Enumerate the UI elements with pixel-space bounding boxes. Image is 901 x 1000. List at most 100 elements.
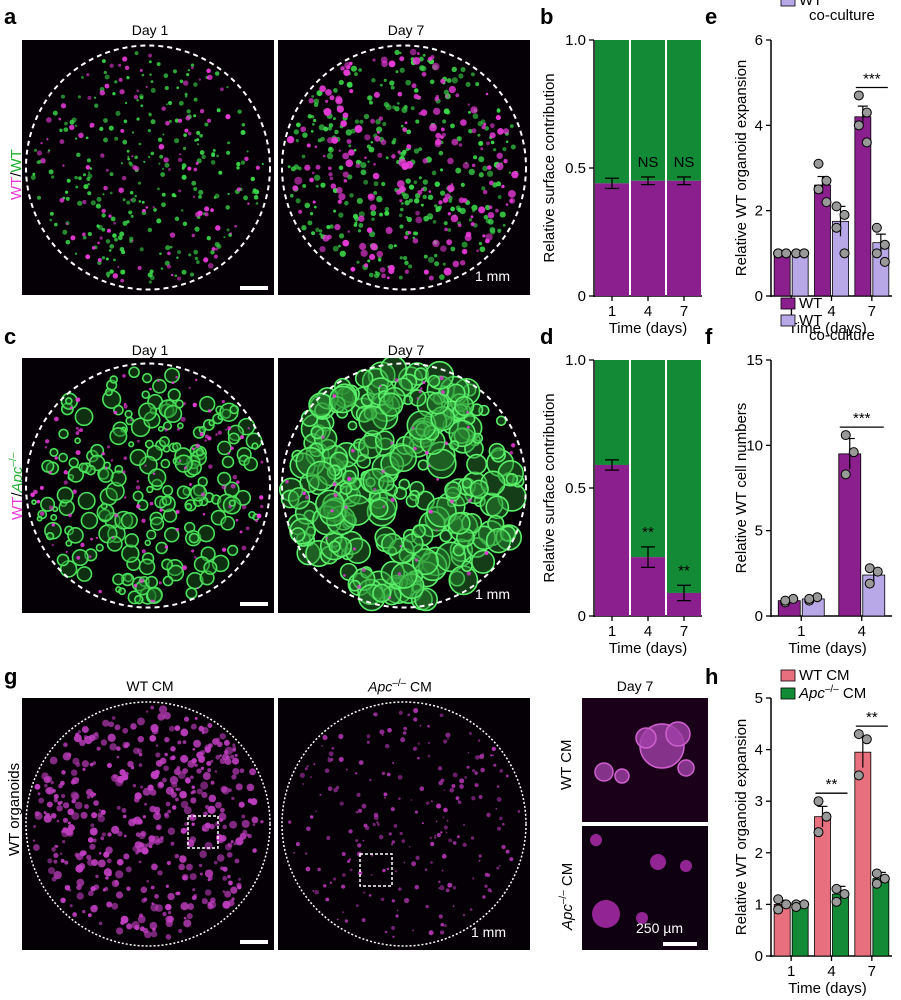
cell-dot: [435, 132, 442, 139]
data-point: [804, 595, 815, 606]
cell-dot: [236, 187, 241, 192]
cell-dot: [459, 784, 464, 789]
data-point: [781, 248, 792, 259]
cell-dot: [450, 206, 455, 212]
legend-label: WT CM: [799, 667, 850, 684]
cell-dot: [476, 249, 479, 253]
organoid: [120, 572, 135, 587]
cell-dot: [149, 805, 157, 813]
cell-dot: [92, 838, 97, 843]
cell-dot: [478, 859, 481, 862]
cell-dot: [174, 274, 178, 278]
cell-dot: [456, 835, 460, 839]
cell-dot: [106, 858, 112, 864]
cell-dot: [219, 733, 226, 740]
cell-dot: [161, 106, 166, 111]
cell-dot: [354, 72, 358, 76]
cell-dot: [200, 492, 205, 497]
cell-dot: [354, 119, 360, 124]
organoid: [100, 502, 108, 510]
cell-dot: [246, 150, 249, 153]
cell-dot: [440, 390, 445, 395]
legend-label: co-culture: [809, 7, 875, 24]
bar-bottom: [595, 183, 629, 296]
cell-dot: [338, 193, 346, 201]
organoid: [310, 425, 324, 440]
cell-dot: [226, 755, 230, 760]
cell-dot: [141, 549, 146, 554]
organoid: [104, 387, 113, 397]
organoid: [50, 513, 58, 521]
cell-dot: [249, 768, 257, 776]
cell-dot: [165, 103, 169, 106]
cell-dot: [478, 156, 485, 163]
cell-dot: [188, 253, 192, 257]
bar-bottom: [631, 557, 665, 616]
organoid: [487, 514, 505, 533]
cell-dot: [114, 724, 121, 731]
data-point: [871, 868, 882, 879]
cell-dot: [126, 220, 130, 224]
cell-dot: [474, 783, 479, 788]
y-axis-label: Relative surface contribution: [541, 393, 558, 582]
cell-dot: [106, 901, 113, 908]
cell-dot: [471, 769, 475, 773]
cell-dot: [501, 184, 505, 189]
data-point: [840, 430, 851, 441]
x-axis-label: Time (days): [609, 320, 688, 337]
cell-dot: [229, 820, 238, 829]
g-apccm-image: 1 mm: [278, 698, 530, 950]
organoid: [505, 472, 519, 486]
cell-dot: [419, 724, 422, 727]
cell-dot: [219, 757, 227, 765]
cell-dot: [210, 208, 214, 212]
cell-dot: [354, 125, 363, 133]
cell-dot: [223, 236, 226, 239]
cell-dot: [434, 834, 436, 837]
cell-dot: [126, 149, 130, 153]
cell-dot: [52, 788, 56, 793]
cell-dot: [411, 861, 417, 867]
cell-dot: [376, 126, 383, 133]
cell-dot: [307, 220, 313, 226]
cell-dot: [247, 202, 250, 205]
cell-dot: [450, 214, 459, 223]
cell-dot: [206, 236, 211, 241]
cell-dot: [370, 118, 376, 124]
cell-dot: [443, 924, 447, 928]
cell-dot: [488, 205, 493, 210]
cell-dot: [165, 245, 171, 251]
g-apc-text: Apc: [368, 678, 393, 695]
organoid: [58, 428, 69, 440]
data-point: [791, 248, 802, 259]
cell-dot: [373, 815, 379, 821]
organoid: [365, 477, 376, 488]
organoid: [36, 515, 43, 522]
cell-dot: [163, 765, 169, 772]
cell-dot: [186, 109, 191, 114]
cell-dot: [106, 228, 111, 233]
cell-dot: [451, 138, 459, 146]
x-tick-label: 4: [644, 623, 652, 640]
cell-dot: [49, 756, 58, 765]
cell-dot: [196, 586, 199, 590]
cell-dot: [225, 428, 228, 431]
cell-dot: [78, 176, 82, 181]
cell-dot: [168, 168, 171, 171]
organoid: [426, 441, 456, 471]
cell-dot: [187, 131, 192, 136]
g-inset-scale-bar: [663, 942, 697, 946]
cell-dot: [114, 880, 120, 886]
cell-dot: [238, 801, 245, 808]
cell-dot: [193, 97, 198, 102]
organoid: [447, 511, 471, 535]
cell-dot: [233, 842, 237, 846]
bar-bottom: [595, 464, 629, 616]
organoid: [152, 378, 167, 394]
cell-dot: [485, 218, 491, 224]
cell-dot: [470, 215, 474, 219]
cell-dot: [327, 786, 333, 792]
g-inset-wtcm: [582, 698, 708, 822]
cell-dot: [100, 153, 105, 158]
cell-dot: [76, 878, 85, 887]
